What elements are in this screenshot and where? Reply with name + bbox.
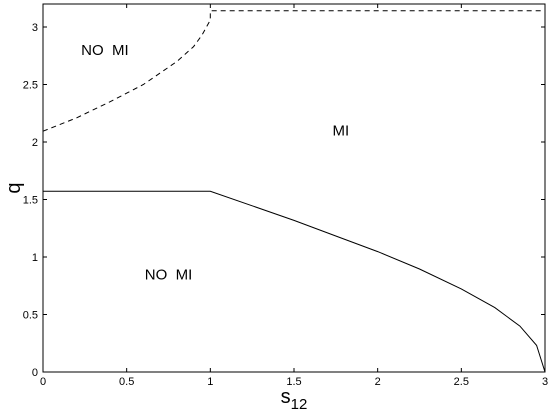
labels-group: NO MI MI NO MI	[81, 42, 349, 283]
x-tick-label: 0	[40, 376, 46, 388]
x-tick-label: 1.5	[286, 376, 301, 388]
y-tick-label: 3	[32, 22, 38, 34]
dashed-boundary-line	[42, 10, 545, 132]
y-tick-label: 0.5	[23, 310, 38, 322]
x-tick-label: 3	[542, 376, 548, 388]
ticks-group: 0 0.5 1 1.5 2 2.5 3 0 0.5 1 1.5 2 2.5 3	[23, 4, 548, 388]
solid-boundary-line	[43, 190, 546, 373]
plot-frame	[42, 3, 546, 373]
y-tick-label: 0	[32, 367, 38, 379]
y-tick-label: 1	[32, 252, 38, 264]
y-tick-label: 2.5	[23, 80, 38, 92]
x-axis-label: s12	[281, 386, 308, 413]
x-tick-label: 2.5	[454, 376, 469, 388]
x-tick-label: 2	[375, 376, 381, 388]
curves-group	[42, 10, 546, 373]
y-axis-label: q	[3, 182, 25, 193]
x-tick-label: 0.5	[119, 376, 134, 388]
y-tick-label: 1.5	[23, 195, 38, 207]
region-label: NO MI	[145, 266, 193, 283]
region-label: NO MI	[81, 42, 129, 59]
region-label: MI	[333, 123, 350, 140]
x-tick-label: 1	[207, 376, 213, 388]
y-tick-label: 2	[32, 137, 38, 149]
